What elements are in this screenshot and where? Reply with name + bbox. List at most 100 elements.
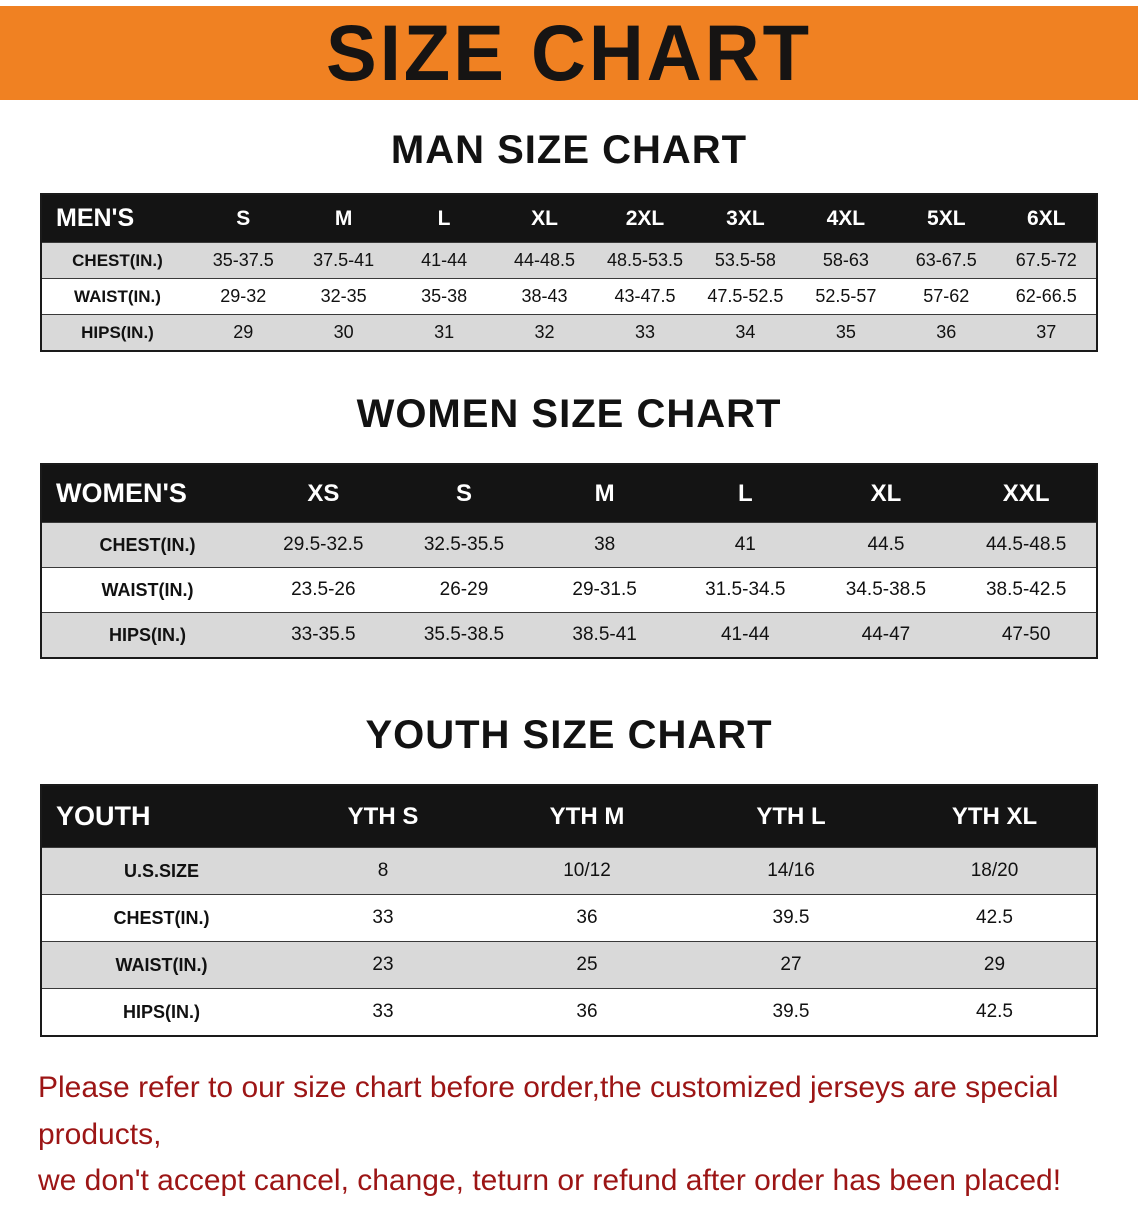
size-value: 29 <box>893 941 1097 989</box>
row-label: HIPS(IN.) <box>41 314 193 351</box>
size-value: 23 <box>281 941 485 989</box>
table-row: CHEST(IN.) 29.5-32.5 32.5-35.5 38 41 44.5 44.5… <box>41 522 1097 568</box>
table-row: WAIST(IN.) 23.5-26 26-29 29-31.5 31.5-34.5 34… <box>41 567 1097 613</box>
column-header: L <box>393 194 495 243</box>
size-value: 67.5-72 <box>996 242 1097 279</box>
youth-section-heading: YOUTH SIZE CHART <box>365 713 773 757</box>
size-value: 62-66.5 <box>996 278 1097 315</box>
disclaimer-line-1: Please refer to our size chart before or… <box>38 1071 1059 1151</box>
size-value: 38-43 <box>494 278 595 315</box>
size-chart-page: SIZE CHART MAN SIZE CHART MEN'S S M L XL 2XL 3… <box>0 6 1138 1205</box>
size-value: 29-31.5 <box>534 567 675 613</box>
size-value: 36 <box>485 894 689 942</box>
size-value: 38.5-42.5 <box>956 567 1097 613</box>
youth-size-section: YOUTH SIZE CHART YOUTH YTH S YTH M YTH L YTH… <box>0 713 1138 1037</box>
table-row: CHEST(IN.) 33 36 39.5 42.5 <box>41 894 1097 942</box>
size-value: 23.5-26 <box>253 567 394 613</box>
size-value: 32-35 <box>293 278 394 315</box>
size-value: 32.5-35.5 <box>393 522 535 568</box>
size-value: 25 <box>485 941 689 989</box>
size-value: 41 <box>674 522 816 568</box>
column-header: XL <box>494 194 595 243</box>
column-header: 3XL <box>695 194 796 243</box>
size-value: 32 <box>494 314 595 351</box>
size-value: 44-48.5 <box>494 242 595 279</box>
row-label: HIPS(IN.) <box>41 612 253 658</box>
women-size-table: WOMEN'S XS S M L XL XXL CHEST(IN.) 29.5-32.5 32.5… <box>40 463 1098 659</box>
row-label: CHEST(IN.) <box>41 894 281 942</box>
size-value: 38.5-41 <box>534 612 675 658</box>
table-row: U.S.SIZE 8 10/12 14/16 18/20 <box>41 847 1097 895</box>
men-section-heading: MAN SIZE CHART <box>390 128 748 172</box>
row-label: WAIST(IN.) <box>41 278 193 315</box>
size-value: 58-63 <box>795 242 897 279</box>
size-value: 18/20 <box>893 847 1097 895</box>
size-value: 39.5 <box>689 894 893 942</box>
column-header: XL <box>815 464 957 523</box>
men-table-title: MEN'S <box>41 194 193 243</box>
size-value: 34.5-38.5 <box>815 567 957 613</box>
disclaimer: Please refer to our size chart before or… <box>38 1065 1100 1205</box>
size-value: 31 <box>393 314 495 351</box>
size-value: 47.5-52.5 <box>695 278 796 315</box>
size-value: 29 <box>193 314 294 351</box>
column-header: S <box>393 464 535 523</box>
row-label: CHEST(IN.) <box>41 522 253 568</box>
size-value: 33 <box>281 988 485 1036</box>
size-value: 8 <box>281 847 485 895</box>
banner: SIZE CHART <box>0 6 1138 100</box>
size-value: 33-35.5 <box>253 612 394 658</box>
table-row: HIPS(IN.) 33 36 39.5 42.5 <box>41 988 1097 1036</box>
row-label: WAIST(IN.) <box>41 941 281 989</box>
size-value: 29-32 <box>193 278 294 315</box>
size-value: 36 <box>896 314 997 351</box>
size-value: 42.5 <box>893 988 1097 1036</box>
size-value: 41-44 <box>393 242 495 279</box>
size-value: 10/12 <box>485 847 689 895</box>
size-value: 35-38 <box>393 278 495 315</box>
size-value: 35 <box>795 314 897 351</box>
row-label: HIPS(IN.) <box>41 988 281 1036</box>
table-header-row: MEN'S S M L XL 2XL 3XL 4XL 5XL 6XL <box>41 194 1097 243</box>
women-size-section: WOMEN SIZE CHART WOMEN'S XS S M L XL XXL CHEST(… <box>0 392 1138 659</box>
column-header: L <box>674 464 816 523</box>
size-value: 37 <box>996 314 1097 351</box>
men-size-table: MEN'S S M L XL 2XL 3XL 4XL 5XL 6XL CHEST(IN.) 35-37… <box>40 193 1098 352</box>
size-value: 53.5-58 <box>695 242 796 279</box>
size-value: 37.5-41 <box>293 242 394 279</box>
size-value: 48.5-53.5 <box>594 242 696 279</box>
size-value: 27 <box>689 941 893 989</box>
size-value: 38 <box>534 522 675 568</box>
column-header: YTH M <box>485 785 689 848</box>
size-value: 41-44 <box>674 612 816 658</box>
row-label: WAIST(IN.) <box>41 567 253 613</box>
column-header: XS <box>253 464 394 523</box>
disclaimer-line-2: we don't accept cancel, change, teturn o… <box>38 1164 1062 1197</box>
content: MAN SIZE CHART MEN'S S M L XL 2XL 3XL 4XL 5XL 6XL… <box>0 128 1138 1205</box>
column-header: YTH S <box>281 785 485 848</box>
size-value: 44.5 <box>815 522 957 568</box>
column-header: 2XL <box>594 194 696 243</box>
size-value: 36 <box>485 988 689 1036</box>
page-title: SIZE CHART <box>326 8 812 98</box>
table-row: WAIST(IN.) 23 25 27 29 <box>41 941 1097 989</box>
column-header: 4XL <box>795 194 897 243</box>
size-value: 42.5 <box>893 894 1097 942</box>
column-header: 5XL <box>896 194 997 243</box>
table-header-row: YOUTH YTH S YTH M YTH L YTH XL <box>41 785 1097 848</box>
men-size-section: MAN SIZE CHART MEN'S S M L XL 2XL 3XL 4XL 5XL 6XL… <box>0 128 1138 352</box>
row-label: U.S.SIZE <box>41 847 281 895</box>
size-value: 33 <box>594 314 696 351</box>
size-value: 43-47.5 <box>594 278 696 315</box>
column-header: XXL <box>956 464 1097 523</box>
size-value: 14/16 <box>689 847 893 895</box>
size-value: 30 <box>293 314 394 351</box>
column-header: S <box>193 194 294 243</box>
size-value: 63-67.5 <box>896 242 997 279</box>
size-value: 44.5-48.5 <box>956 522 1097 568</box>
size-value: 39.5 <box>689 988 893 1036</box>
table-row: WAIST(IN.) 29-32 32-35 35-38 38-43 43-47.5 47.… <box>41 278 1097 315</box>
size-value: 29.5-32.5 <box>253 522 394 568</box>
size-value: 26-29 <box>393 567 535 613</box>
size-value: 33 <box>281 894 485 942</box>
